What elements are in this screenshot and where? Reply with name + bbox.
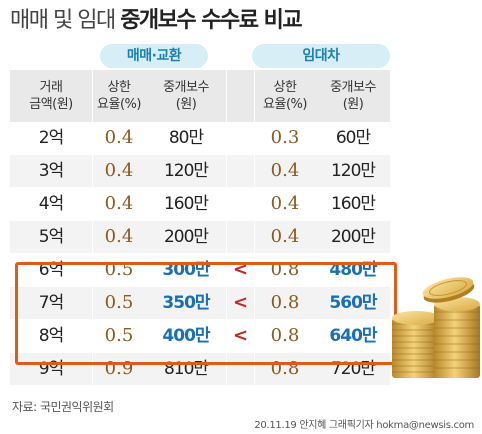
cell-comparison: [226, 188, 254, 220]
cell-lease-rate: 0.3: [270, 127, 300, 148]
cell-lease-fee: 60만: [335, 128, 371, 148]
header-lease-fee: 중개보수 (원): [330, 80, 376, 112]
gold-coin-stack-icon: [392, 277, 480, 378]
cell-sale-rate: 0.5: [104, 325, 134, 346]
credit-line: 20.11.19 안지혜 그래픽기자 hokma@newsis.com: [254, 420, 474, 431]
table-header: 거래 금액(원) 상한 요율(%) 중개보수 (원) 상한 요율(%) 중개보수…: [10, 70, 390, 122]
cell-sale-fee: 300만: [162, 260, 210, 280]
table-row: 5억 0.4 200만 0.4 200만: [10, 221, 390, 253]
cell-lease-rate: 0.8: [270, 325, 300, 346]
cell-sale-rate: 0.4: [104, 160, 134, 181]
cell-lease-fee: 480만: [329, 260, 377, 280]
cell-amount: 2억: [38, 128, 64, 148]
cell-comparison: [226, 155, 254, 187]
cell-sale-rate: 0.5: [104, 292, 134, 313]
header-sale-fee: 중개보수 (원): [163, 80, 209, 112]
cell-sale-fee: 80만: [168, 128, 204, 148]
cell-amount: 6억: [38, 260, 64, 280]
cell-lease-rate: 0.4: [270, 226, 300, 247]
cell-sale-rate: 0.4: [104, 226, 134, 247]
cell-sale-fee: 400만: [162, 326, 210, 346]
cell-comparison: <: [232, 292, 248, 313]
table-row: 7억 0.5 350만 <0.8 560만: [10, 287, 390, 319]
cell-comparison: [226, 221, 254, 253]
cell-sale-fee: 160만: [163, 194, 209, 214]
group-header-lease: 임대차: [252, 44, 390, 68]
header-amount: 거래 금액(원): [29, 80, 73, 112]
cell-amount: 7억: [38, 293, 64, 313]
title-light: 매매 및 임대: [10, 8, 116, 33]
cell-sale-fee: 350만: [162, 293, 210, 313]
cell-amount: 8억: [38, 326, 64, 346]
cell-lease-fee: 200만: [330, 227, 376, 247]
cell-comparison: <: [232, 325, 248, 346]
highlight-box: [15, 262, 397, 365]
header-sale-rate: 상한 요율(%): [97, 80, 141, 112]
cell-amount: 4억: [38, 194, 64, 214]
cell-lease-rate: 0.4: [270, 193, 300, 214]
cell-lease-rate: 0.8: [270, 292, 300, 313]
title-bold: 중개보수 수수료 비교: [120, 8, 302, 33]
table-row: 3억 0.4 120만 0.4 120만: [10, 155, 390, 187]
cell-sale-fee: 200만: [163, 227, 209, 247]
cell-lease-fee: 160만: [330, 194, 376, 214]
cell-comparison: [226, 122, 254, 154]
table-row: 4억 0.4 160만 0.4 160만: [10, 188, 390, 220]
table-row: 2억 0.4 80만 0.3 60만: [10, 122, 390, 154]
page-title: 매매 및 임대 중개보수 수수료 비교: [10, 6, 303, 36]
cell-lease-fee: 120만: [330, 161, 376, 181]
cell-lease-fee: 640만: [329, 326, 377, 346]
header-lease-rate: 상한 요율(%): [263, 80, 307, 112]
cell-amount: 3억: [38, 161, 64, 181]
cell-lease-rate: 0.4: [270, 160, 300, 181]
group-header-sale: 매매·교환: [100, 44, 208, 68]
cell-sale-rate: 0.4: [104, 127, 134, 148]
cell-amount: 5억: [38, 227, 64, 247]
source-note: 자료: 국민권익위원회: [12, 400, 114, 414]
cell-lease-fee: 560만: [329, 293, 377, 313]
cell-sale-rate: 0.4: [104, 193, 134, 214]
cell-sale-fee: 120만: [163, 161, 209, 181]
table-row: 8억 0.5 400만 <0.8 640만: [10, 320, 390, 352]
